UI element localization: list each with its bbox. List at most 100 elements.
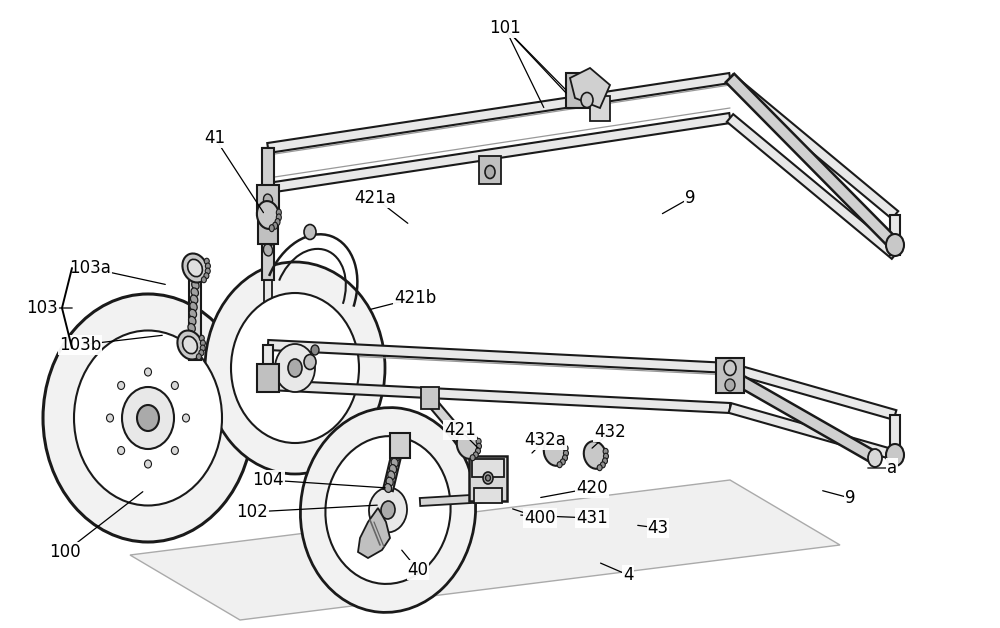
Text: 4: 4	[623, 566, 633, 584]
Ellipse shape	[563, 445, 568, 452]
Ellipse shape	[190, 295, 198, 304]
Text: 100: 100	[49, 543, 81, 561]
Ellipse shape	[263, 202, 273, 214]
FancyBboxPatch shape	[421, 387, 439, 409]
Ellipse shape	[204, 273, 209, 279]
Ellipse shape	[192, 274, 200, 283]
Ellipse shape	[300, 408, 476, 612]
Ellipse shape	[581, 92, 593, 107]
Ellipse shape	[544, 438, 566, 466]
Ellipse shape	[386, 477, 393, 486]
Ellipse shape	[276, 214, 281, 221]
Text: 421b: 421b	[394, 289, 436, 307]
Ellipse shape	[190, 302, 197, 311]
Ellipse shape	[263, 219, 273, 231]
Ellipse shape	[204, 258, 209, 264]
Text: 103b: 103b	[59, 336, 101, 354]
Polygon shape	[729, 403, 896, 460]
Text: 432: 432	[594, 423, 626, 441]
Polygon shape	[726, 73, 899, 249]
Polygon shape	[268, 340, 730, 373]
Text: 9: 9	[845, 489, 855, 507]
Ellipse shape	[189, 317, 196, 325]
Ellipse shape	[868, 449, 882, 467]
Ellipse shape	[144, 460, 152, 468]
FancyBboxPatch shape	[390, 433, 410, 458]
Ellipse shape	[200, 340, 205, 346]
Polygon shape	[420, 494, 488, 506]
Polygon shape	[727, 74, 898, 219]
FancyBboxPatch shape	[566, 72, 594, 107]
Ellipse shape	[199, 335, 204, 341]
FancyBboxPatch shape	[260, 220, 276, 240]
FancyBboxPatch shape	[716, 357, 744, 392]
Text: 431: 431	[576, 509, 608, 527]
Ellipse shape	[389, 465, 397, 474]
FancyBboxPatch shape	[258, 212, 278, 244]
Ellipse shape	[391, 458, 398, 467]
Ellipse shape	[263, 236, 273, 247]
Text: 400: 400	[524, 509, 556, 527]
Ellipse shape	[476, 443, 481, 449]
Ellipse shape	[183, 337, 197, 354]
Ellipse shape	[171, 447, 178, 455]
Text: 41: 41	[204, 129, 226, 147]
Text: 420: 420	[576, 479, 608, 497]
Ellipse shape	[200, 345, 205, 351]
Polygon shape	[727, 114, 898, 259]
Ellipse shape	[118, 381, 125, 389]
FancyBboxPatch shape	[257, 185, 279, 215]
Ellipse shape	[188, 259, 202, 277]
Ellipse shape	[192, 281, 199, 290]
Ellipse shape	[275, 344, 315, 392]
Ellipse shape	[263, 244, 273, 256]
Ellipse shape	[557, 462, 562, 468]
Polygon shape	[570, 68, 610, 108]
Text: 102: 102	[236, 503, 268, 521]
Ellipse shape	[304, 224, 316, 239]
Ellipse shape	[205, 268, 210, 274]
Ellipse shape	[457, 431, 479, 459]
Text: 432a: 432a	[524, 431, 566, 449]
Ellipse shape	[603, 448, 608, 455]
Ellipse shape	[600, 462, 605, 468]
Ellipse shape	[177, 330, 203, 359]
Text: 104: 104	[252, 471, 284, 489]
Ellipse shape	[325, 436, 451, 584]
Ellipse shape	[485, 166, 495, 178]
Polygon shape	[189, 268, 201, 360]
FancyBboxPatch shape	[479, 156, 501, 184]
Ellipse shape	[263, 227, 273, 239]
Ellipse shape	[369, 487, 407, 533]
Ellipse shape	[263, 194, 273, 206]
Ellipse shape	[584, 441, 606, 469]
Ellipse shape	[311, 345, 319, 355]
Ellipse shape	[384, 484, 392, 492]
Ellipse shape	[74, 330, 222, 506]
Ellipse shape	[263, 211, 273, 223]
Polygon shape	[727, 370, 878, 463]
Polygon shape	[263, 148, 273, 188]
Ellipse shape	[886, 444, 904, 466]
Ellipse shape	[886, 234, 904, 256]
FancyBboxPatch shape	[472, 459, 504, 477]
Polygon shape	[426, 397, 472, 448]
Ellipse shape	[106, 414, 114, 422]
Text: 421a: 421a	[354, 189, 396, 207]
Polygon shape	[263, 345, 273, 385]
Text: 43: 43	[647, 519, 669, 537]
Text: 40: 40	[408, 561, 428, 579]
Text: 101: 101	[489, 19, 521, 37]
Text: 103a: 103a	[69, 259, 111, 277]
Text: 103: 103	[26, 299, 58, 317]
Ellipse shape	[394, 445, 402, 455]
FancyBboxPatch shape	[474, 487, 502, 502]
Ellipse shape	[724, 360, 736, 376]
Ellipse shape	[597, 465, 602, 471]
Ellipse shape	[199, 350, 204, 355]
Polygon shape	[268, 380, 730, 413]
Ellipse shape	[257, 201, 279, 229]
Ellipse shape	[560, 459, 565, 465]
Ellipse shape	[189, 309, 197, 318]
Ellipse shape	[144, 368, 152, 376]
